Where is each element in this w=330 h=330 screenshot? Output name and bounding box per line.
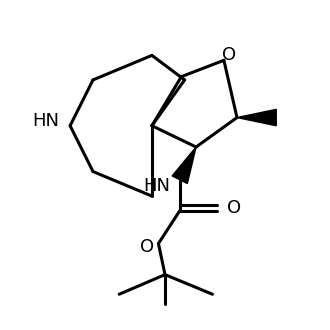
Text: O: O	[227, 199, 241, 216]
Polygon shape	[172, 147, 196, 183]
Text: O: O	[140, 238, 154, 256]
Text: HN: HN	[32, 112, 59, 130]
Polygon shape	[237, 109, 276, 126]
Text: HN: HN	[143, 177, 170, 195]
Text: O: O	[222, 47, 236, 64]
